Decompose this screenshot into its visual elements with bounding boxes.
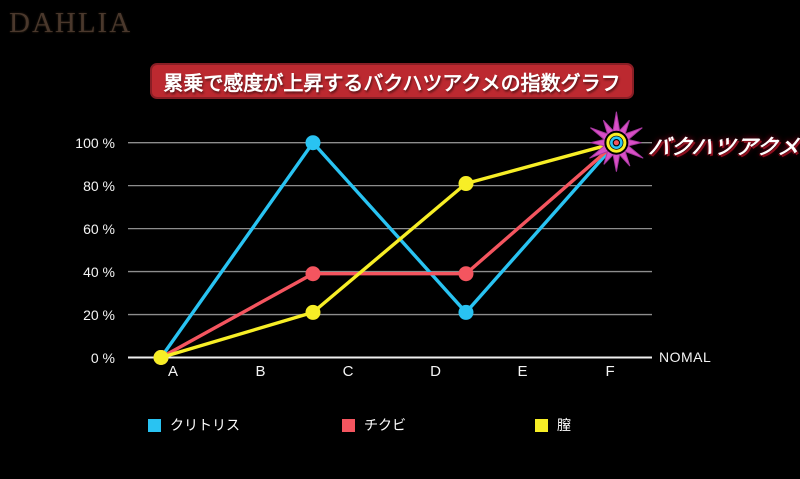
red-series-swatch	[342, 418, 355, 432]
y-axis-tick-label: 60 %	[83, 220, 115, 237]
yellow-series-swatch	[535, 418, 548, 432]
x-axis-tick-label: C	[342, 363, 354, 380]
y-axis-tick-label: 100 %	[75, 134, 115, 151]
legend-item-nipple: チクビ	[342, 415, 406, 435]
legend-label: クリトリス	[170, 417, 240, 433]
y-axis-tick-label: 20 %	[83, 306, 115, 323]
x-axis-tick-label: B	[255, 363, 266, 380]
legend-item-vagina: 膣	[535, 415, 571, 435]
burst-annotation-label: バクハツアクメ	[647, 135, 800, 159]
cyan-series-swatch	[148, 418, 161, 432]
y-axis-tick-label: 0 %	[90, 349, 115, 366]
x-axis-tick-label: E	[517, 363, 528, 380]
chart-title: 累乗で感度が上昇するバクハツアクメの指数グラフ	[163, 72, 621, 95]
brand-logo: DAHLIA	[9, 7, 133, 39]
legend-label: 膣	[557, 417, 571, 433]
legend-item-clitoris: クリトリス	[148, 415, 240, 435]
x-axis-tick-label: A	[168, 363, 179, 380]
x-axis-end-label: NOMAL	[659, 349, 712, 365]
y-axis-tick-label: 80 %	[83, 177, 115, 194]
x-axis-tick-label: D	[430, 363, 441, 380]
x-axis-tick-label: F	[605, 363, 615, 380]
chart-title-banner: 累乗で感度が上昇するバクハツアクメの指数グラフ	[150, 63, 634, 99]
legend-label: チクビ	[364, 417, 406, 433]
y-axis-tick-label: 40 %	[83, 263, 115, 280]
